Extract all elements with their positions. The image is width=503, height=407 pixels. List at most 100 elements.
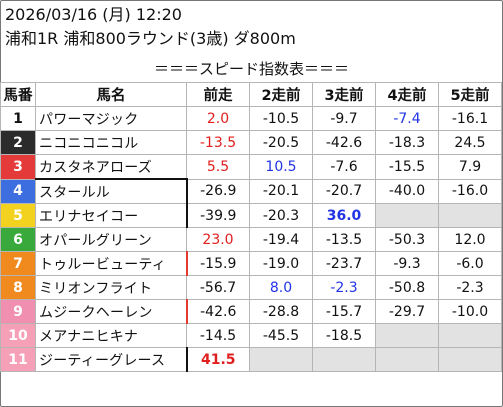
horse-number: 9	[0, 299, 36, 324]
col-header-3-races-ago: 3走前	[312, 82, 376, 107]
speed-last: 23.0	[186, 227, 250, 252]
horse-number: 11	[0, 347, 36, 372]
horse-name: ニコニコニコル	[35, 130, 187, 155]
speed-3ago: 36.0	[312, 203, 376, 228]
speed-3ago: -7.6	[312, 154, 376, 180]
speed-4ago: -18.3	[375, 130, 439, 155]
speed-4ago: -50.8	[375, 275, 439, 300]
table-row: 8 ミリオンフライト -56.7 8.0 -2.3 -50.8 -2.3	[0, 275, 502, 300]
speed-last: -39.9	[185, 203, 250, 228]
horse-name: ミリオンフライト	[35, 275, 187, 300]
table-row: 9 ムジークヘーレン -42.6 -28.8 -15.7 -29.7 -10.0	[0, 299, 502, 324]
horse-number: 8	[0, 275, 36, 300]
speed-2ago: -20.3	[249, 203, 313, 228]
horse-number: 10	[0, 323, 36, 348]
speed-5ago: 24.5	[438, 130, 502, 155]
horse-name: トゥルービューティ	[35, 251, 187, 276]
horse-name: メアナニヒキナ	[35, 323, 187, 348]
speed-5ago	[438, 347, 502, 372]
horse-number: 6	[0, 227, 36, 252]
speed-last: -13.5	[186, 130, 250, 155]
horse-number: 2	[0, 130, 36, 155]
speed-last: -26.9	[185, 178, 250, 204]
speed-2ago: 8.0	[249, 275, 313, 300]
speed-4ago: -15.5	[375, 154, 439, 180]
speed-4ago: -9.3	[375, 251, 439, 276]
table-row: 2 ニコニコニコル -13.5 -20.5 -42.6 -18.3 24.5	[0, 130, 502, 155]
table-row: 5 エリナセイコー -39.9 -20.3 36.0	[0, 203, 502, 228]
horse-number: 4	[0, 178, 36, 204]
col-header-4-races-ago: 4走前	[375, 82, 439, 107]
speed-last: 5.5	[186, 154, 250, 180]
horse-number: 7	[0, 251, 36, 276]
speed-5ago	[438, 203, 502, 228]
horse-name: パワーマジック	[35, 106, 187, 131]
table-row: 3 カスタネアローズ 5.5 10.5 -7.6 -15.5 7.9	[0, 154, 502, 180]
speed-last: -15.9	[185, 251, 250, 276]
speed-last: -42.6	[185, 299, 250, 324]
table-row: 6 オパールグリーン 23.0 -19.4 -13.5 -50.3 12.0	[0, 227, 502, 252]
race-datetime: 2026/03/16 (月) 12:20	[5, 5, 182, 24]
col-header-last-race: 前走	[186, 82, 250, 107]
speed-4ago: -29.7	[375, 299, 439, 324]
speed-3ago: -20.7	[312, 178, 376, 204]
horse-number: 3	[0, 154, 36, 180]
speed-2ago: -20.1	[249, 178, 313, 204]
speed-last: -56.7	[186, 275, 250, 300]
speed-3ago	[312, 347, 376, 372]
speed-5ago: 7.9	[438, 154, 502, 180]
speed-3ago: -42.6	[312, 130, 376, 155]
speed-5ago: -16.1	[438, 106, 502, 131]
speed-2ago: -20.5	[249, 130, 313, 155]
horse-name: ジーティーグレース	[35, 347, 187, 372]
horse-name: エリナセイコー	[35, 203, 187, 228]
speed-3ago: -18.5	[312, 323, 376, 348]
speed-5ago: -10.0	[438, 299, 502, 324]
col-header-horse-name: 馬名	[35, 82, 187, 107]
speed-3ago: -13.5	[312, 227, 376, 252]
header-row: 馬番 馬名 前走 2走前 3走前 4走前 5走前	[0, 82, 502, 107]
speed-4ago: -7.4	[375, 106, 439, 131]
horse-number: 5	[0, 203, 36, 228]
speed-5ago	[438, 323, 502, 348]
speed-2ago: -19.0	[249, 251, 313, 276]
speed-2ago: 10.5	[249, 154, 313, 180]
table-title: ＝＝＝スピード指数表＝＝＝	[153, 60, 349, 78]
speed-4ago: -40.0	[375, 178, 439, 204]
speed-2ago: -10.5	[249, 106, 313, 131]
speed-3ago: -2.3	[312, 275, 376, 300]
speed-5ago: -2.3	[438, 275, 502, 300]
table-row: 10 メアナニヒキナ -14.5 -45.5 -18.5	[0, 323, 502, 348]
speed-4ago: -50.3	[375, 227, 439, 252]
horse-name: ムジークヘーレン	[35, 299, 187, 324]
speed-5ago: -6.0	[438, 251, 502, 276]
horse-name: スタールル	[35, 178, 187, 204]
table-row: 7 トゥルービューティ -15.9 -19.0 -23.7 -9.3 -6.0	[0, 251, 502, 276]
horse-number: 1	[0, 106, 36, 131]
speed-3ago: -9.7	[312, 106, 376, 131]
speed-3ago: -15.7	[312, 299, 376, 324]
speed-2ago: -19.4	[249, 227, 313, 252]
speed-last: 2.0	[186, 106, 250, 131]
horse-name: カスタネアローズ	[35, 154, 187, 180]
speed-4ago	[375, 347, 439, 372]
speed-index-table: 馬番 馬名 前走 2走前 3走前 4走前 5走前 1 パワーマジック 2.0 -…	[0, 82, 502, 372]
speed-4ago	[375, 323, 439, 348]
col-header-number: 馬番	[0, 82, 36, 107]
speed-2ago: -28.8	[249, 299, 313, 324]
table-row: 11 ジーティーグレース 41.5	[0, 347, 502, 372]
race-info: 浦和1R 浦和800ラウンド(3歳) ダ800m	[5, 29, 296, 48]
col-header-5-races-ago: 5走前	[438, 82, 502, 107]
col-header-2-races-ago: 2走前	[249, 82, 313, 107]
speed-last: -14.5	[186, 323, 250, 348]
speed-3ago: -23.7	[312, 251, 376, 276]
table-row: 4 スタールル -26.9 -20.1 -20.7 -40.0 -16.0	[0, 178, 502, 204]
speed-5ago: -16.0	[438, 178, 502, 204]
speed-4ago	[375, 203, 439, 228]
horse-name: オパールグリーン	[35, 227, 187, 252]
speed-2ago: -45.5	[249, 323, 313, 348]
table-row: 1 パワーマジック 2.0 -10.5 -9.7 -7.4 -16.1	[0, 106, 502, 131]
speed-last: 41.5	[185, 347, 250, 372]
speed-2ago	[249, 347, 313, 372]
speed-5ago: 12.0	[438, 227, 502, 252]
